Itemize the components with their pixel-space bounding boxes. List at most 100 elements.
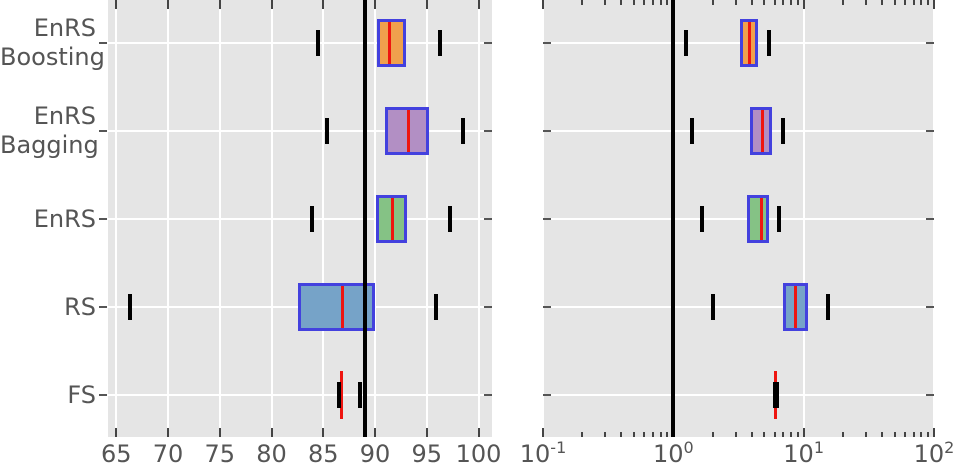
y-tick-left bbox=[99, 42, 107, 44]
axis-tick bbox=[773, 0, 776, 5]
axis-tick bbox=[581, 0, 584, 5]
y-category-label: RS bbox=[0, 293, 96, 322]
axis-tick bbox=[218, 0, 221, 9]
axis-tick bbox=[912, 432, 915, 437]
whisker-cap bbox=[438, 30, 443, 56]
reference-line bbox=[362, 0, 367, 437]
whisker-cap bbox=[690, 118, 695, 144]
axis-tick bbox=[270, 428, 273, 437]
x-tick-label: 100 bbox=[628, 438, 718, 468]
axis-tick bbox=[796, 0, 799, 5]
axis-tick bbox=[322, 0, 325, 9]
y-category-label-line: Boosting bbox=[0, 43, 105, 71]
median-line bbox=[341, 286, 345, 328]
axis-tick bbox=[881, 432, 884, 437]
axis-tick bbox=[115, 0, 118, 9]
y-tick-left bbox=[543, 218, 551, 220]
axis-tick bbox=[374, 0, 377, 9]
axis-tick bbox=[750, 432, 753, 437]
x-tick-label: 80 bbox=[256, 440, 287, 468]
axis-tick bbox=[711, 0, 714, 5]
whisker-cap bbox=[710, 294, 715, 320]
x-tick-label-exponent: 2 bbox=[944, 438, 954, 457]
axis-tick bbox=[841, 432, 844, 437]
axis-tick bbox=[927, 0, 930, 5]
y-tick-right bbox=[926, 218, 934, 220]
y-category-label-line: Bagging bbox=[0, 131, 99, 159]
gridline-vertical bbox=[933, 0, 935, 437]
axis-tick bbox=[652, 432, 655, 437]
axis-tick bbox=[933, 428, 935, 437]
y-category-label: EnRS bbox=[0, 205, 96, 234]
y-tick-left bbox=[543, 306, 551, 308]
axis-tick bbox=[904, 432, 907, 437]
y-tick-right bbox=[926, 306, 934, 308]
y-tick-right bbox=[484, 42, 492, 44]
axis-tick bbox=[604, 0, 607, 5]
x-tick-label: 85 bbox=[308, 440, 339, 468]
axis-tick bbox=[633, 0, 636, 5]
whisker-cap bbox=[777, 206, 782, 232]
y-category-label-line: EnRS bbox=[33, 14, 96, 42]
axis-tick bbox=[643, 432, 646, 437]
x-tick-label: 95 bbox=[411, 440, 443, 468]
x-tick-label-base: 10 bbox=[652, 440, 684, 468]
y-tick-right bbox=[484, 130, 492, 132]
axis-tick bbox=[620, 0, 623, 5]
axis-tick bbox=[734, 432, 737, 437]
axis-tick bbox=[841, 0, 844, 5]
reference-line bbox=[671, 0, 676, 437]
x-tick-label-base: 10 bbox=[783, 440, 814, 468]
whisker-cap bbox=[127, 294, 132, 320]
axis-tick bbox=[542, 428, 544, 437]
axis-tick bbox=[893, 432, 896, 437]
axis-tick bbox=[904, 0, 907, 5]
axis-tick bbox=[425, 428, 428, 437]
box-enrs bbox=[747, 195, 770, 243]
axis-tick bbox=[782, 0, 785, 5]
whisker-cap bbox=[766, 30, 771, 56]
gridline-horizontal bbox=[108, 130, 492, 132]
whisker-cap bbox=[683, 30, 688, 56]
axis-tick bbox=[620, 432, 623, 437]
gridline-horizontal bbox=[543, 130, 934, 132]
axis-tick bbox=[864, 0, 867, 5]
y-tick-right bbox=[484, 218, 492, 220]
y-tick-left bbox=[99, 218, 107, 220]
median-line bbox=[748, 22, 752, 64]
whisker-cap bbox=[316, 30, 321, 56]
y-tick-left bbox=[543, 130, 551, 132]
axis-tick bbox=[477, 0, 480, 9]
y-category-label: FS bbox=[0, 381, 96, 410]
y-tick-right bbox=[484, 306, 492, 308]
axis-tick bbox=[270, 0, 273, 9]
gridline-horizontal bbox=[108, 218, 492, 220]
whisker-cap bbox=[781, 118, 786, 144]
axis-tick bbox=[750, 0, 753, 5]
axis-tick bbox=[920, 432, 923, 437]
axis-tick bbox=[763, 0, 766, 5]
axis-tick bbox=[604, 432, 607, 437]
axis-tick bbox=[790, 0, 793, 5]
y-category-label-line: RS bbox=[64, 292, 96, 321]
axis-tick bbox=[796, 432, 799, 437]
y-category-label: EnRS Bagging bbox=[0, 102, 99, 160]
y-category-label-line: EnRS bbox=[33, 204, 96, 233]
y-category-label: EnRS Boosting bbox=[0, 14, 105, 72]
x-tick-label: 65 bbox=[100, 440, 132, 468]
box-rs bbox=[298, 283, 376, 331]
axis-tick bbox=[881, 0, 884, 5]
whisker-cap bbox=[774, 382, 779, 408]
axis-tick bbox=[659, 0, 662, 5]
median-line bbox=[340, 371, 344, 419]
y-tick-left bbox=[99, 306, 107, 308]
median-line bbox=[794, 286, 798, 328]
whisker-cap bbox=[434, 294, 439, 320]
y-tick-left bbox=[543, 42, 551, 44]
median-line bbox=[760, 198, 764, 240]
whisker-cap bbox=[336, 382, 341, 408]
whisker-cap bbox=[826, 294, 831, 320]
axis-tick bbox=[864, 432, 867, 437]
x-tick-label-base: 10 bbox=[913, 440, 945, 468]
x-tick-label: 10-1 bbox=[498, 438, 588, 468]
